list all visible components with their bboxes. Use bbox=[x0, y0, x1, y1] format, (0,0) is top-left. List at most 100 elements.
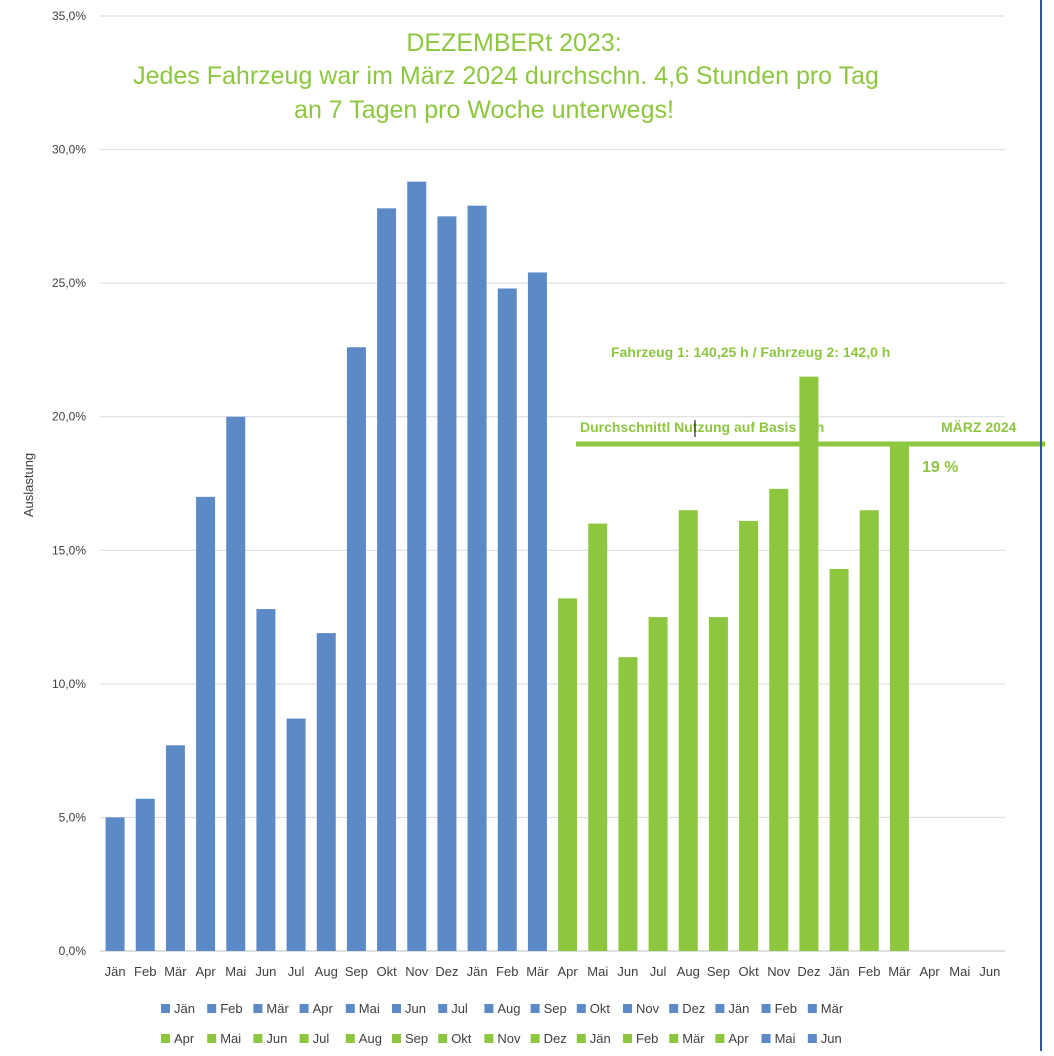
bar bbox=[316, 633, 336, 951]
legend-label: Jän bbox=[174, 1001, 195, 1016]
legend-item: Mär bbox=[669, 1031, 705, 1046]
legend-swatch bbox=[530, 1034, 540, 1043]
legend-item: Aug bbox=[345, 1031, 382, 1046]
legend-item: Apr bbox=[299, 1001, 334, 1016]
bar bbox=[467, 205, 487, 951]
legend-item: Mär bbox=[807, 1001, 844, 1016]
x-tick-label: Dez bbox=[797, 964, 820, 979]
bar bbox=[708, 617, 728, 951]
legend: Jän Feb Mär Apr Mai Jun Jul Aug Sep Okt Nov Dez Jän F… bbox=[161, 1001, 844, 1046]
legend-label: Okt bbox=[451, 1031, 472, 1046]
legend-label: Mai bbox=[220, 1031, 241, 1046]
legend-item: Feb bbox=[761, 1001, 797, 1016]
legend-swatch bbox=[669, 1004, 679, 1013]
percent-annotation: 19 % bbox=[922, 459, 958, 476]
legend-item: Apr bbox=[161, 1031, 195, 1046]
legend-item: Aug bbox=[484, 1001, 521, 1016]
legend-label: Sep bbox=[544, 1001, 567, 1016]
legend-swatch bbox=[761, 1034, 771, 1043]
y-tick-label: 15,0% bbox=[52, 543, 86, 557]
y-tick-label: 25,0% bbox=[52, 276, 86, 290]
legend-swatch bbox=[669, 1034, 679, 1043]
x-tick-label: Nov bbox=[767, 964, 791, 979]
x-tick-label: Sep bbox=[345, 964, 368, 979]
legend-label: Mai bbox=[359, 1001, 380, 1016]
legend-item: Mär bbox=[253, 1001, 289, 1016]
legend-label: Jun bbox=[266, 1031, 287, 1046]
legend-swatch bbox=[807, 1034, 817, 1043]
month-annotation: MÄRZ 2024 bbox=[941, 419, 1017, 435]
legend-label: Mär bbox=[682, 1031, 705, 1046]
bar bbox=[799, 376, 819, 952]
average-usage-annotation: Durchschnittl Nutzung auf Basis 24h bbox=[580, 419, 824, 435]
legend-label: Jul bbox=[451, 1001, 468, 1016]
legend-label: Aug bbox=[497, 1001, 520, 1016]
x-tick-label: Jän bbox=[467, 964, 488, 979]
legend-swatch bbox=[392, 1004, 401, 1013]
bar bbox=[226, 416, 246, 951]
x-tick-label: Jän bbox=[105, 964, 126, 979]
legend-swatch bbox=[161, 1004, 170, 1013]
legend-label: Feb bbox=[220, 1001, 242, 1016]
legend-label: Sep bbox=[405, 1031, 428, 1046]
legend-label: Jul bbox=[313, 1031, 330, 1046]
legend-swatch bbox=[623, 1004, 632, 1013]
legend-label: Feb bbox=[775, 1001, 797, 1016]
bar bbox=[407, 181, 427, 952]
bar bbox=[829, 568, 849, 951]
legend-item: Mai bbox=[761, 1031, 796, 1046]
legend-label: Mai bbox=[775, 1031, 796, 1046]
legend-item: Sep bbox=[530, 1001, 567, 1016]
bar bbox=[497, 288, 517, 951]
grid-lines bbox=[100, 15, 1005, 952]
bar bbox=[527, 272, 547, 951]
chart-title: DEZEMBERt 2023: Jedes Fahrzeug war im Mär… bbox=[133, 29, 879, 124]
x-tick-label: Apr bbox=[919, 964, 940, 979]
legend-item: Feb bbox=[623, 1031, 658, 1046]
bar bbox=[377, 208, 397, 952]
legend-item: Mai bbox=[207, 1031, 241, 1046]
x-tick-label: Mär bbox=[164, 964, 187, 979]
page-border bbox=[1040, 0, 1042, 1051]
vehicle-hours-annotation: Fahrzeug 1: 140,25 h / Fahrzeug 2: 142,0… bbox=[611, 344, 890, 360]
legend-label: Nov bbox=[636, 1001, 660, 1016]
chart-title-line: DEZEMBERt 2023: bbox=[406, 29, 621, 57]
legend-swatch bbox=[207, 1004, 217, 1013]
annotations: Fahrzeug 1: 140,25 h / Fahrzeug 2: 142,0… bbox=[576, 344, 1045, 476]
x-tick-label: Mai bbox=[587, 964, 608, 979]
x-tick-label: Jun bbox=[979, 964, 1000, 979]
x-tick-label: Mai bbox=[949, 964, 970, 979]
bar bbox=[678, 510, 698, 951]
legend-swatch bbox=[761, 1004, 771, 1013]
y-tick-label: 5,0% bbox=[59, 810, 87, 824]
legend-swatch bbox=[576, 1034, 586, 1043]
x-tick-label: Dez bbox=[435, 964, 458, 979]
legend-label: Jun bbox=[821, 1031, 842, 1046]
legend-item: Jän bbox=[161, 1001, 195, 1016]
legend-item: Sep bbox=[392, 1031, 428, 1046]
legend-item: Mai bbox=[345, 1001, 380, 1016]
legend-swatch bbox=[576, 1004, 586, 1013]
legend-label: Okt bbox=[590, 1001, 611, 1016]
x-tick-label: Jul bbox=[650, 964, 667, 979]
legend-label: Aug bbox=[359, 1031, 382, 1046]
y-axis-label: Auslastung bbox=[21, 453, 36, 517]
bar bbox=[588, 523, 608, 951]
legend-swatch bbox=[484, 1004, 494, 1013]
bar bbox=[558, 598, 578, 951]
legend-swatch bbox=[161, 1034, 170, 1043]
legend-label: Apr bbox=[313, 1001, 334, 1016]
legend-item: Feb bbox=[207, 1001, 243, 1016]
legend-swatch bbox=[253, 1034, 263, 1043]
legend-swatch bbox=[807, 1004, 817, 1013]
bar bbox=[256, 609, 276, 951]
x-tick-label: Apr bbox=[557, 964, 578, 979]
x-tick-label: Aug bbox=[677, 964, 700, 979]
legend-item: Apr bbox=[715, 1031, 749, 1046]
y-tick-label: 0,0% bbox=[59, 944, 87, 958]
legend-label: Jän bbox=[590, 1031, 611, 1046]
x-tick-label: Jän bbox=[829, 964, 850, 979]
legend-item: Okt bbox=[576, 1001, 611, 1016]
